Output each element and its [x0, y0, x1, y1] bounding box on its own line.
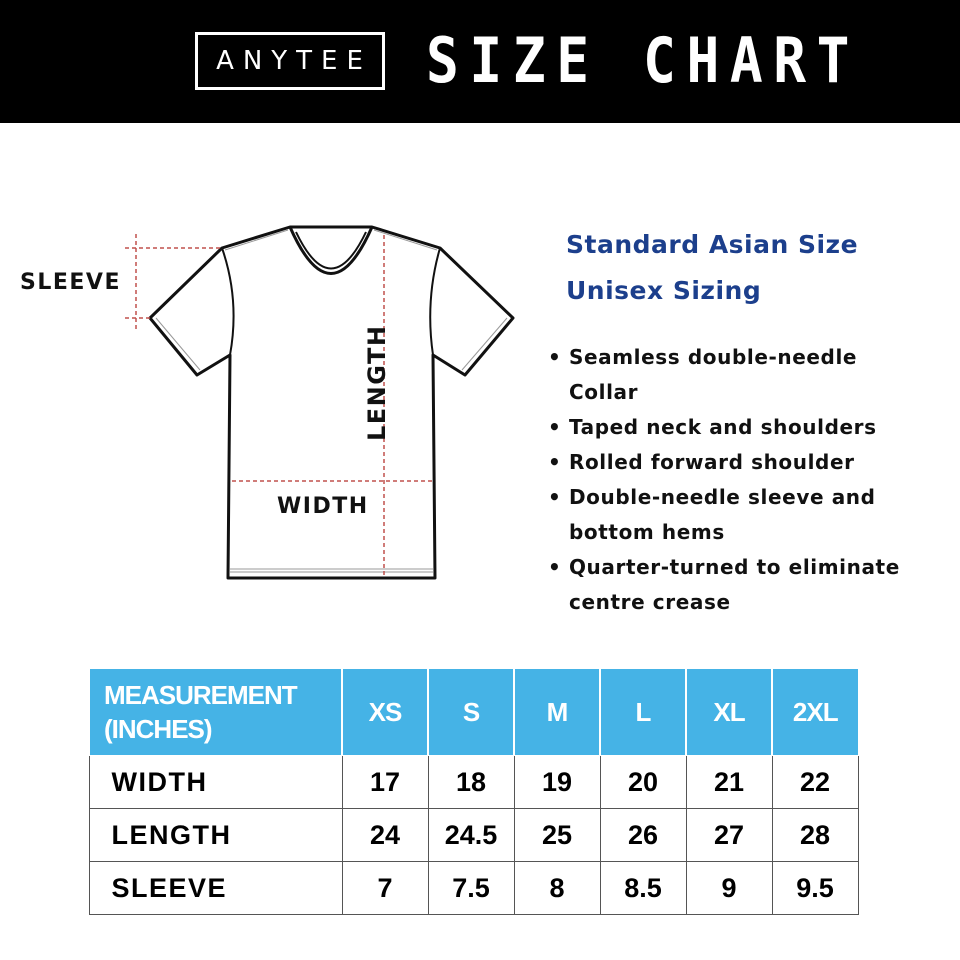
feature-list: • Seamless double-needle Collar • Taped …	[548, 340, 900, 620]
size-header: XS	[341, 668, 429, 756]
cell: 20	[599, 755, 687, 809]
cell: 17	[341, 755, 429, 809]
cell: 9.5	[771, 861, 859, 915]
cell: 7.5	[427, 861, 515, 915]
row-label: SLEEVE	[88, 861, 343, 915]
cell: 27	[685, 808, 773, 862]
size-header: XL	[685, 668, 773, 756]
measurement-header: MEASUREMENT (INCHES)	[88, 668, 343, 756]
page-title: SIZE CHART	[426, 24, 861, 97]
table-row: LENGTH 24 24.5 25 26 27 28	[88, 808, 859, 862]
cell: 18	[427, 755, 515, 809]
sleeve-label: SLEEVE	[20, 270, 121, 295]
table-row: SLEEVE 7 7.5 8 8.5 9 9.5	[88, 861, 859, 915]
size-info: Standard Asian Size Unisex Sizing	[566, 222, 858, 314]
feature-item: • Double-needle sleeve and	[548, 485, 876, 509]
cell: 21	[685, 755, 773, 809]
feature-item: • Quarter-turned to eliminate	[548, 555, 900, 579]
cell: 19	[513, 755, 601, 809]
size-unisex: Unisex Sizing	[566, 276, 762, 305]
collar	[288, 226, 374, 275]
cell: 8.5	[599, 861, 687, 915]
table-row: WIDTH 17 18 19 20 21 22	[88, 755, 859, 809]
row-label: WIDTH	[88, 755, 343, 809]
feature-item: • Rolled forward shoulder	[548, 450, 855, 474]
row-label: LENGTH	[88, 808, 343, 862]
feature-item-cont: Collar	[569, 380, 639, 404]
feature-item: • Taped neck and shoulders	[548, 415, 877, 439]
cell: 7	[341, 861, 429, 915]
cell: 24.5	[427, 808, 515, 862]
table-header-row: MEASUREMENT (INCHES) XS S M L XL 2XL	[88, 668, 859, 756]
size-standard: Standard Asian Size	[566, 230, 859, 259]
cell: 28	[771, 808, 859, 862]
brand-logo: ANYTEE	[195, 32, 385, 90]
tshirt-outline	[148, 225, 515, 580]
size-table: MEASUREMENT (INCHES) XS S M L XL 2XL WIDT…	[88, 668, 859, 915]
size-header: L	[599, 668, 687, 756]
cell: 22	[771, 755, 859, 809]
cell: 9	[685, 861, 773, 915]
cell: 25	[513, 808, 601, 862]
cell: 8	[513, 861, 601, 915]
size-header: M	[513, 668, 601, 756]
header-banner: ANYTEE SIZE CHART	[0, 0, 960, 123]
width-label: WIDTH	[277, 494, 369, 519]
feature-item-cont: bottom hems	[569, 520, 725, 544]
cell: 26	[599, 808, 687, 862]
size-header: S	[427, 668, 515, 756]
cell: 24	[341, 808, 429, 862]
size-header: 2XL	[771, 668, 859, 756]
length-label: LENGTH	[363, 324, 391, 441]
feature-item-cont: centre crease	[569, 590, 731, 614]
feature-item: • Seamless double-needle	[548, 345, 858, 369]
measurement-lines	[125, 234, 432, 578]
